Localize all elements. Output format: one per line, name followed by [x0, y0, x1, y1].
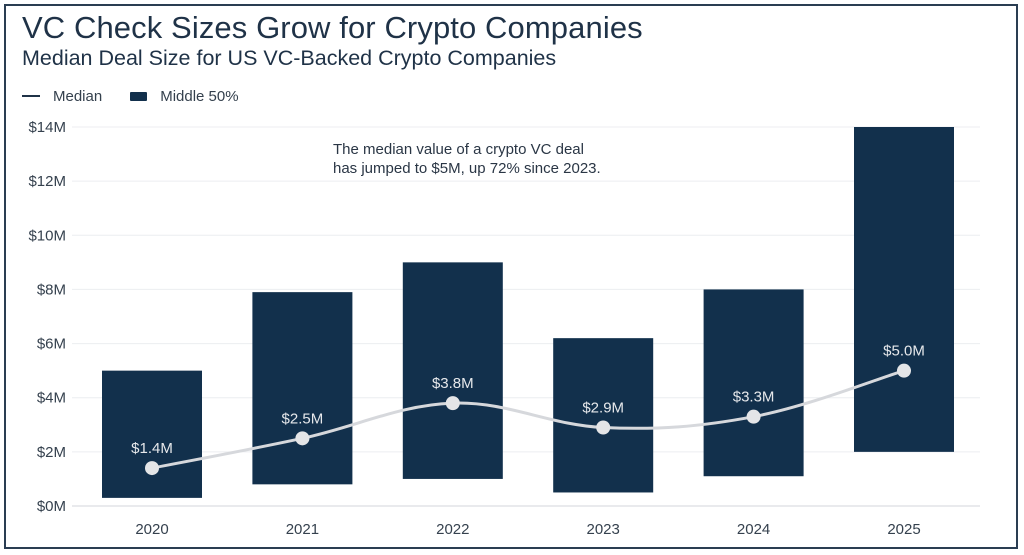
median-marker: [295, 431, 310, 446]
x-tick-label: 2020: [135, 521, 168, 538]
median-marker: [897, 363, 911, 378]
median-data-label: $2.5M: [282, 410, 324, 427]
y-tick-label: $10M: [28, 227, 66, 244]
legend-item-median: Median: [22, 88, 102, 105]
median-data-label: $3.3M: [733, 389, 775, 406]
range-bar: [102, 370, 202, 498]
range-bar: [553, 338, 654, 493]
y-tick-label: $14M: [28, 119, 66, 136]
median-data-label: $2.9M: [582, 399, 624, 416]
median-marker: [596, 420, 611, 435]
x-tick-label: 2021: [286, 521, 319, 538]
y-tick-label: $6M: [37, 336, 66, 353]
median-marker: [445, 396, 460, 411]
range-bar: [252, 292, 353, 485]
annotation-line-2: has jumped to $5M, up 72% since 2023.: [333, 160, 601, 177]
legend-label-middle-50: Middle 50%: [160, 87, 239, 105]
y-axis-ticks: $0M $2M $4M $6M $8M $10M $12M $14M: [28, 119, 66, 515]
x-tick-label: 2025: [887, 521, 920, 538]
median-markers: [145, 363, 911, 476]
median-data-labels: $1.4M $2.5M $3.8M $2.9M $3.3M $5.0M: [131, 343, 925, 457]
range-bar: [703, 289, 804, 477]
gridlines: [72, 126, 980, 507]
median-marker: [145, 461, 159, 476]
y-tick-label: $8M: [37, 281, 66, 298]
median-marker: [746, 409, 761, 424]
median-line: [150, 369, 906, 470]
x-axis-ticks: 2020 2021 2022 2023 2024 2025: [135, 521, 920, 538]
x-tick-label: 2023: [587, 521, 620, 538]
median-data-label: $1.4M: [131, 440, 173, 457]
range-bar: [402, 262, 503, 479]
legend-box-icon: [130, 91, 148, 101]
y-tick-label: $4M: [37, 390, 66, 407]
y-tick-label: $12M: [28, 173, 66, 190]
median-data-label: $3.8M: [432, 375, 474, 392]
y-tick-label: $2M: [37, 444, 66, 461]
x-tick-label: 2024: [737, 521, 770, 538]
legend-line-icon: [22, 95, 40, 97]
x-tick-label: 2022: [436, 521, 469, 538]
y-tick-label: $0M: [37, 498, 66, 515]
chart-subtitle: Median Deal Size for US VC-Backed Crypto…: [22, 46, 557, 70]
annotation-line-1: The median value of a crypto VC deal: [333, 141, 584, 158]
legend: Median Middle 50%: [22, 86, 267, 106]
median-data-label: $5.0M: [883, 343, 925, 360]
range-bars: [102, 127, 954, 498]
legend-label-median: Median: [53, 87, 103, 105]
legend-item-middle-50: Middle 50%: [130, 87, 239, 105]
range-bar: [854, 127, 954, 452]
chart-title: VC Check Sizes Grow for Crypto Companies: [22, 10, 643, 45]
